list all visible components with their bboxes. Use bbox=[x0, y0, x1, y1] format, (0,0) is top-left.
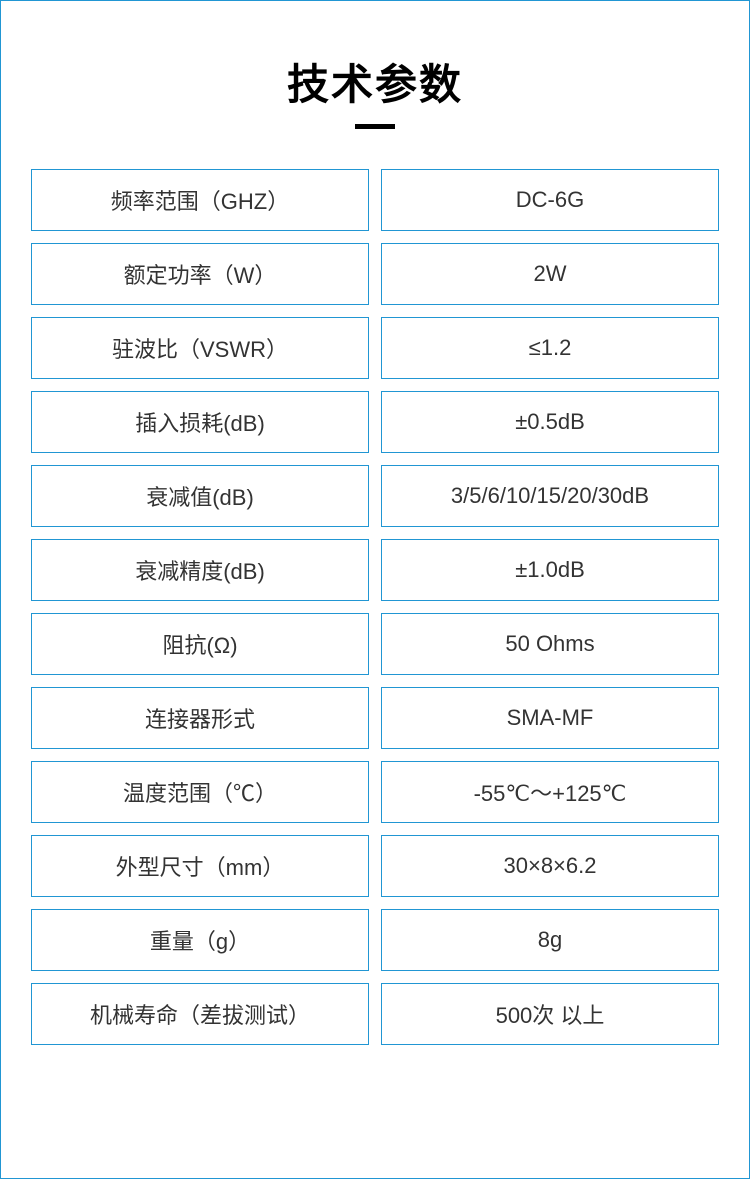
spec-value: 30×8×6.2 bbox=[381, 835, 719, 897]
spec-label: 衰减值(dB) bbox=[31, 465, 369, 527]
spec-value: DC-6G bbox=[381, 169, 719, 231]
spec-value: 50 Ohms bbox=[381, 613, 719, 675]
spec-label: 插入损耗(dB) bbox=[31, 391, 369, 453]
spec-row: 额定功率（W）2W bbox=[31, 243, 719, 305]
spec-label: 连接器形式 bbox=[31, 687, 369, 749]
spec-value: 2W bbox=[381, 243, 719, 305]
spec-row: 插入损耗(dB)±0.5dB bbox=[31, 391, 719, 453]
spec-label: 额定功率（W） bbox=[31, 243, 369, 305]
title-container: 技术参数 bbox=[31, 51, 719, 129]
spec-row: 重量（g）8g bbox=[31, 909, 719, 971]
spec-value: ±0.5dB bbox=[381, 391, 719, 453]
spec-row: 温度范围（℃）-55℃～+125℃ bbox=[31, 761, 719, 823]
spec-row: 衰减精度(dB)±1.0dB bbox=[31, 539, 719, 601]
spec-label: 外型尺寸（mm） bbox=[31, 835, 369, 897]
spec-label: 衰减精度(dB) bbox=[31, 539, 369, 601]
spec-value: ±1.0dB bbox=[381, 539, 719, 601]
spec-label: 重量（g） bbox=[31, 909, 369, 971]
spec-value: 8g bbox=[381, 909, 719, 971]
spec-label: 频率范围（GHZ） bbox=[31, 169, 369, 231]
spec-row: 衰减值(dB)3/5/6/10/15/20/30dB bbox=[31, 465, 719, 527]
spec-label: 驻波比（VSWR） bbox=[31, 317, 369, 379]
spec-row: 驻波比（VSWR）≤1.2 bbox=[31, 317, 719, 379]
spec-value: SMA-MF bbox=[381, 687, 719, 749]
spec-value: -55℃～+125℃ bbox=[381, 761, 719, 823]
spec-value: 500次 以上 bbox=[381, 983, 719, 1045]
spec-label: 机械寿命（差拔测试） bbox=[31, 983, 369, 1045]
spec-row: 连接器形式SMA-MF bbox=[31, 687, 719, 749]
spec-value: ≤1.2 bbox=[381, 317, 719, 379]
page-title: 技术参数 bbox=[31, 51, 719, 112]
spec-row: 机械寿命（差拔测试）500次 以上 bbox=[31, 983, 719, 1045]
spec-label: 阻抗(Ω) bbox=[31, 613, 369, 675]
spec-row: 频率范围（GHZ）DC-6G bbox=[31, 169, 719, 231]
spec-row: 阻抗(Ω)50 Ohms bbox=[31, 613, 719, 675]
spec-label: 温度范围（℃） bbox=[31, 761, 369, 823]
spec-row: 外型尺寸（mm）30×8×6.2 bbox=[31, 835, 719, 897]
title-underline bbox=[355, 124, 395, 129]
spec-value: 3/5/6/10/15/20/30dB bbox=[381, 465, 719, 527]
spec-table: 频率范围（GHZ）DC-6G额定功率（W）2W驻波比（VSWR）≤1.2插入损耗… bbox=[31, 169, 719, 1045]
